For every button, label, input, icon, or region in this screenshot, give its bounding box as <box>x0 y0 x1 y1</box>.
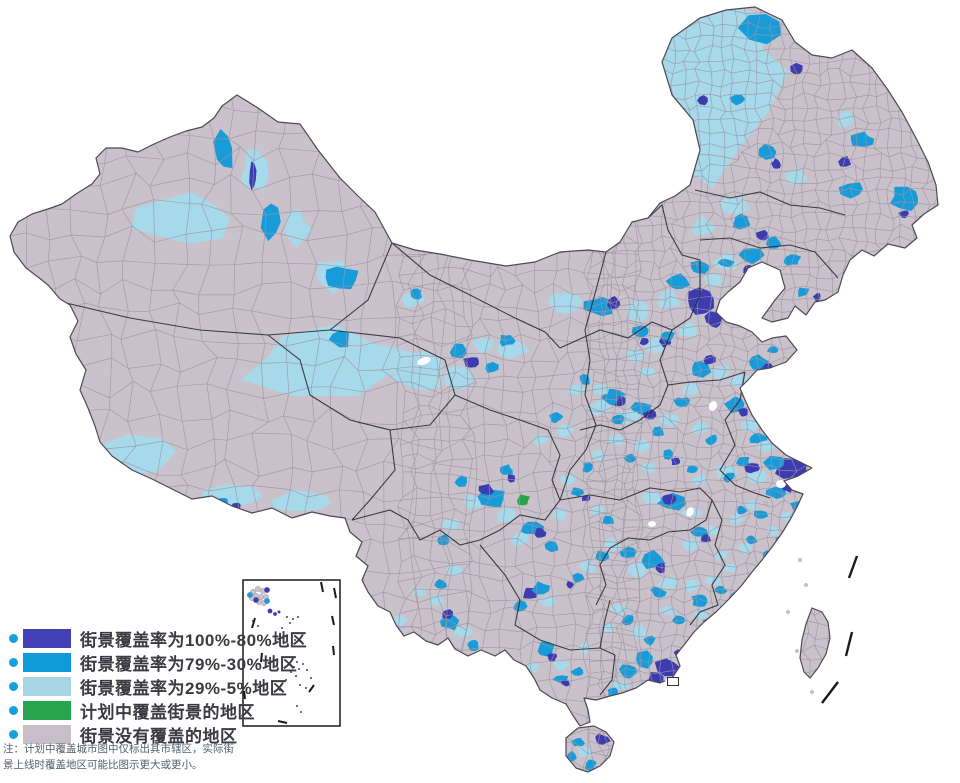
nine-dash-line <box>821 555 859 704</box>
legend-item-label: 街景覆盖率为29%-5%地区 <box>80 679 288 698</box>
legend-item: 街景覆盖率为79%-30%地区 <box>2 653 307 674</box>
legend-item-label: 街景没有覆盖的地区 <box>80 727 238 746</box>
legend-item: 街景没有覆盖的地区 <box>2 725 307 746</box>
legend-item: 街景覆盖率为29%-5%地区 <box>2 677 307 698</box>
legend: 街景覆盖率为100%-80%地区 街景覆盖率为79%-30%地区 街景覆盖率为2… <box>2 629 307 749</box>
footnote: 注：计划中覆盖城市图中仅标出其市辖区，实际街景上线时覆盖地区可能比图示更大或更小… <box>3 743 234 772</box>
legend-swatch-planned <box>23 701 71 720</box>
legend-bullet-icon <box>9 706 18 715</box>
legend-item: 计划中覆盖街景的地区 <box>2 701 307 722</box>
legend-swatch-no-coverage <box>23 725 71 744</box>
legend-swatch-coverage-100-80 <box>23 629 71 648</box>
legend-item-label: 街景覆盖率为79%-30%地区 <box>80 655 298 674</box>
legend-item-label: 街景覆盖率为100%-80%地区 <box>80 631 308 650</box>
south-china-sea-inset <box>242 579 341 727</box>
legend-bullet-icon <box>9 634 18 643</box>
legend-item: 街景覆盖率为100%-80%地区 <box>2 629 308 650</box>
legend-bullet-icon <box>9 658 18 667</box>
legend-bullet-icon <box>9 682 18 691</box>
legend-item-label: 计划中覆盖街景的地区 <box>80 703 255 722</box>
legend-bullet-icon <box>9 730 18 739</box>
legend-swatch-coverage-29-5 <box>23 677 71 696</box>
legend-swatch-coverage-79-30 <box>23 653 71 672</box>
hongkong-macau-marker <box>667 677 679 686</box>
